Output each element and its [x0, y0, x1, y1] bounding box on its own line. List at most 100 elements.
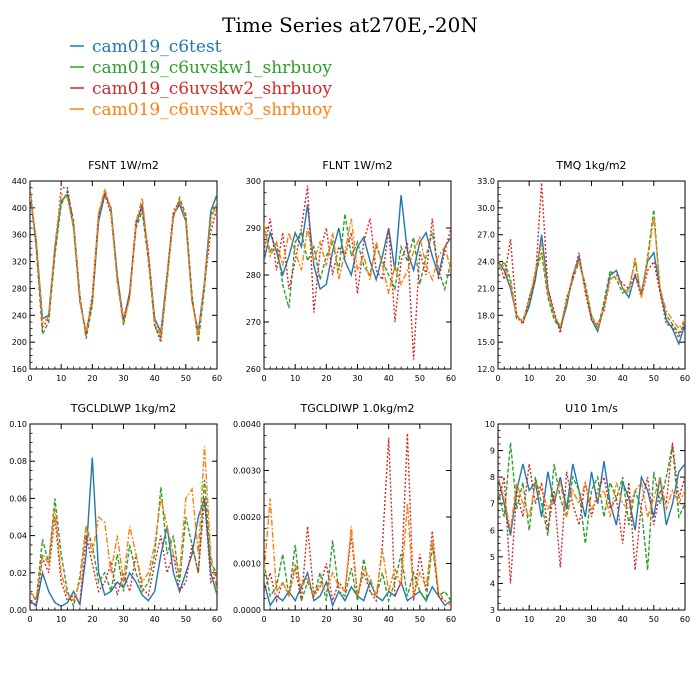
x-tick-label: 20: [555, 615, 565, 624]
series-line: [498, 216, 685, 331]
y-tick-label: 200: [12, 338, 27, 347]
x-tick-label: 50: [181, 374, 191, 383]
y-tick-label: 18.0: [477, 311, 495, 320]
y-tick-label: 9: [490, 447, 495, 456]
x-tick-label: 60: [446, 615, 456, 624]
x-tick-label: 10: [524, 374, 534, 383]
series-line: [498, 461, 685, 536]
y-tick-label: 12.0: [477, 365, 495, 374]
legend-entry: cam019_c6uvskw3_shrbuoy: [92, 100, 332, 120]
x-tick-label: 50: [415, 374, 425, 383]
y-tick-label: 0.0010: [233, 560, 261, 569]
x-tick-label: 10: [290, 374, 300, 383]
x-tick-label: 30: [586, 615, 596, 624]
series-line: [264, 213, 451, 309]
panel-title: TGCLDIWP 1.0kg/m2: [299, 402, 414, 415]
y-tick-label: 290: [246, 224, 261, 233]
y-tick-label: 280: [12, 284, 27, 293]
x-tick-label: 20: [87, 374, 97, 383]
y-tick-label: 0.06: [9, 494, 27, 503]
chart-panel: FSNT 1W/m2 0 10 20 30 40 50 60 160 200 240 280 320 36…: [12, 159, 222, 383]
series-line: [264, 218, 451, 294]
x-tick-label: 10: [56, 615, 66, 624]
series-line: [30, 457, 217, 608]
series-line: [498, 476, 685, 531]
x-tick-label: 60: [680, 374, 690, 383]
x-tick-label: 20: [87, 615, 97, 624]
y-tick-label: 160: [12, 365, 27, 374]
x-tick-label: 20: [555, 374, 565, 383]
y-tick-label: 10: [485, 420, 495, 429]
y-tick-label: 0.02: [9, 569, 27, 578]
y-tick-label: 21.0: [477, 284, 495, 293]
figure-title: Time Series at270E,-20N: [222, 13, 478, 37]
y-tick-label: 7: [490, 500, 495, 509]
x-tick-label: 30: [352, 374, 362, 383]
x-tick-label: 40: [150, 615, 160, 624]
y-tick-label: 0.0040: [233, 420, 261, 429]
series-line: [264, 540, 451, 604]
x-tick-label: 0: [495, 374, 500, 383]
panel-title: U10 1m/s: [565, 402, 618, 415]
panel-title: FLNT 1W/m2: [322, 159, 392, 172]
x-tick-label: 20: [321, 615, 331, 624]
y-tick-label: 270: [246, 318, 261, 327]
series-line: [264, 195, 451, 291]
x-tick-label: 40: [618, 615, 628, 624]
y-tick-label: 6: [490, 526, 495, 535]
plot-frame: [29, 180, 218, 370]
legend-entry: cam019_c6test: [92, 37, 222, 57]
x-tick-label: 60: [680, 615, 690, 624]
x-tick-label: 50: [649, 374, 659, 383]
y-tick-label: 360: [12, 231, 27, 240]
x-tick-label: 60: [212, 615, 222, 624]
y-tick-label: 0.0030: [233, 467, 261, 476]
y-tick-label: 260: [246, 365, 261, 374]
series-line: [30, 188, 217, 343]
y-tick-label: 27.0: [477, 231, 495, 240]
legend-entry: cam019_c6uvskw2_shrbuoy: [92, 79, 332, 99]
y-tick-label: 400: [12, 204, 27, 213]
series-line: [264, 185, 451, 360]
x-tick-label: 0: [27, 615, 32, 624]
x-tick-label: 50: [649, 615, 659, 624]
y-tick-label: 0.04: [9, 532, 27, 541]
y-tick-label: 0.0000: [233, 606, 261, 615]
chart-panel: TMQ 1kg/m2 0 10 20 30 40 50 60 12.0 15.0 18.0 21.0 2…: [477, 159, 690, 383]
x-tick-label: 60: [212, 374, 222, 383]
panel-title: TMQ 1kg/m2: [555, 159, 626, 172]
x-tick-label: 20: [321, 374, 331, 383]
y-tick-label: 280: [246, 271, 261, 280]
panels: FSNT 1W/m20 10 20 30 40 50 6016020024028032036…: [9, 159, 690, 624]
x-tick-label: 30: [118, 374, 128, 383]
legend: cam019_c6testcam019_c6uvskw1_shrbuoycam0…: [70, 37, 332, 120]
y-tick-label: 4: [490, 579, 495, 588]
x-tick-label: 10: [524, 615, 534, 624]
chart-panel: FLNT 1W/m2 0 10 20 30 40 50 60 260 270 280 290 300: [246, 159, 456, 383]
y-tick-label: 24.0: [477, 258, 495, 267]
y-tick-label: 33.0: [477, 177, 495, 186]
chart-panel: U10 1m/s 0 10 20 30 40 50 60 3 4 5 6 7 8 9 10: [485, 402, 690, 624]
series-line: [498, 234, 685, 346]
x-tick-label: 0: [261, 374, 266, 383]
y-tick-label: 0.00: [9, 606, 27, 615]
series-line: [30, 479, 217, 609]
series-line: [264, 433, 451, 606]
series-line: [498, 209, 685, 335]
x-tick-label: 0: [495, 615, 500, 624]
x-tick-label: 0: [27, 374, 32, 383]
y-tick-label: 3: [490, 606, 495, 615]
y-tick-label: 30.0: [477, 204, 495, 213]
panel-title: TGCLDLWP 1kg/m2: [70, 402, 176, 415]
x-tick-label: 10: [56, 374, 66, 383]
y-tick-label: 240: [12, 311, 27, 320]
y-tick-label: 0.10: [9, 420, 27, 429]
x-tick-label: 50: [415, 615, 425, 624]
series-line: [30, 446, 217, 602]
chart-panel: TGCLDIWP 1.0kg/m2 0 10 20 30 40 50 60 0.0000 0.00…: [233, 402, 456, 624]
series-line: [498, 442, 685, 584]
legend-entry: cam019_c6uvskw1_shrbuoy: [92, 58, 332, 78]
x-tick-label: 30: [586, 374, 596, 383]
x-tick-label: 40: [618, 374, 628, 383]
